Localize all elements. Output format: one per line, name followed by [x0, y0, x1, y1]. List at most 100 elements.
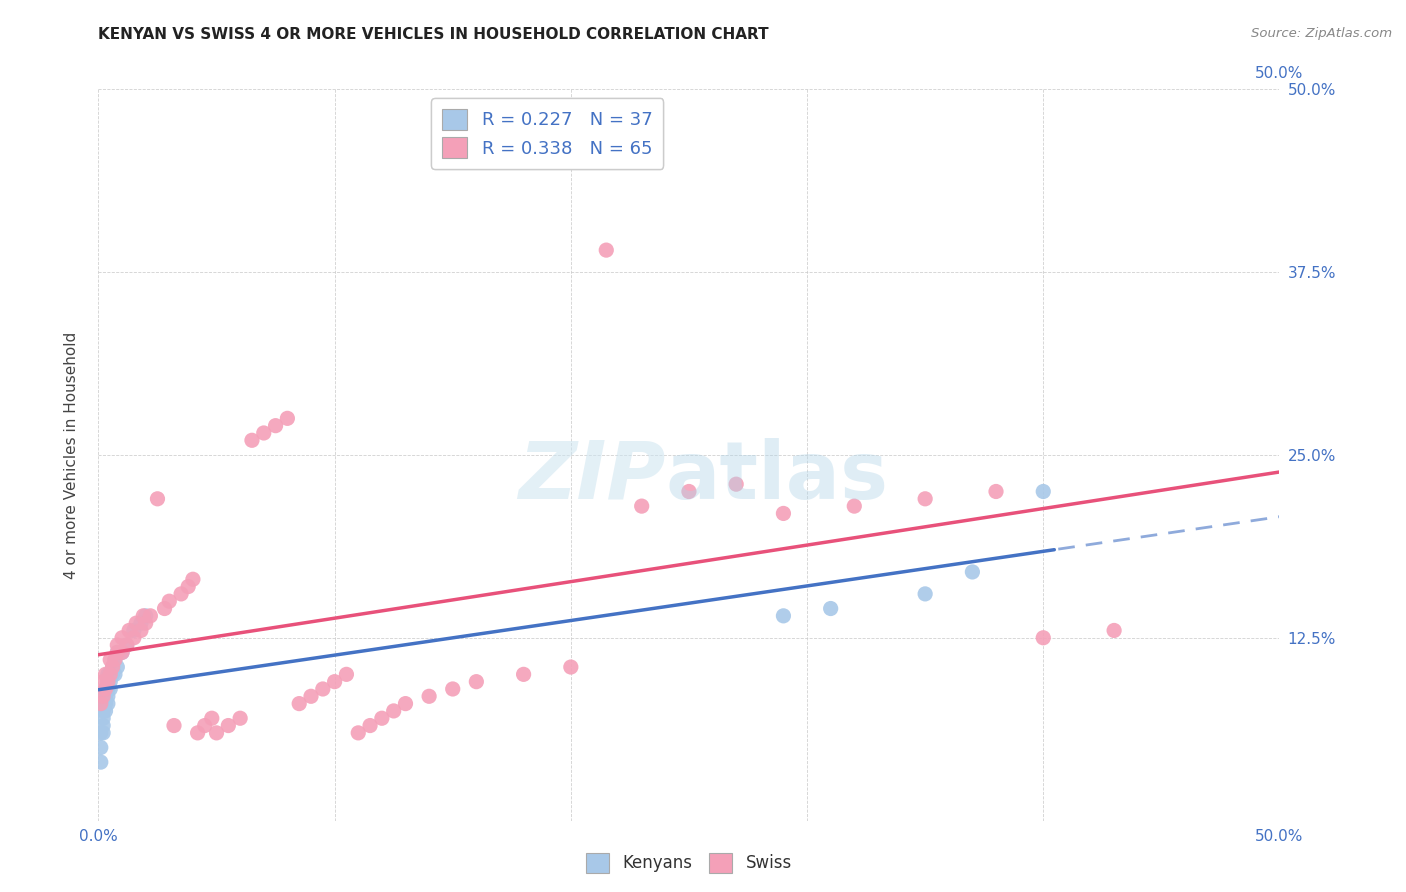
- Legend: R = 0.227   N = 37, R = 0.338   N = 65: R = 0.227 N = 37, R = 0.338 N = 65: [432, 98, 664, 169]
- Point: [359, 718, 381, 732]
- Text: ZIP: ZIP: [517, 438, 665, 516]
- Point: [187, 726, 209, 740]
- Point: [288, 697, 311, 711]
- Point: [101, 660, 124, 674]
- Point: [122, 631, 145, 645]
- Point: [91, 674, 114, 689]
- Point: [111, 645, 134, 659]
- Text: atlas: atlas: [665, 438, 889, 516]
- Point: [91, 726, 114, 740]
- Point: [205, 726, 228, 740]
- Point: [91, 718, 114, 732]
- Point: [276, 411, 298, 425]
- Point: [104, 653, 127, 667]
- Point: [217, 718, 239, 732]
- Point: [264, 418, 287, 433]
- Point: [122, 624, 145, 638]
- Point: [312, 681, 335, 696]
- Point: [139, 608, 162, 623]
- Point: [725, 477, 748, 491]
- Point: [90, 697, 112, 711]
- Point: [299, 690, 322, 704]
- Text: KENYAN VS SWISS 4 OR MORE VEHICLES IN HOUSEHOLD CORRELATION CHART: KENYAN VS SWISS 4 OR MORE VEHICLES IN HO…: [98, 27, 769, 42]
- Point: [91, 697, 114, 711]
- Point: [101, 667, 124, 681]
- Point: [163, 718, 186, 732]
- Point: [129, 624, 152, 638]
- Point: [512, 667, 534, 681]
- Point: [98, 681, 121, 696]
- Point: [135, 616, 157, 631]
- Point: [153, 601, 176, 615]
- Point: [914, 587, 936, 601]
- Point: [105, 645, 128, 659]
- Point: [1032, 484, 1054, 499]
- Point: [844, 499, 866, 513]
- Point: [135, 608, 157, 623]
- Point: [104, 667, 127, 681]
- Point: [394, 697, 416, 711]
- Point: [129, 616, 152, 631]
- Point: [630, 499, 652, 513]
- Point: [94, 681, 117, 696]
- Point: [170, 587, 193, 601]
- Point: [323, 674, 346, 689]
- Point: [97, 674, 120, 689]
- Point: [177, 580, 200, 594]
- Point: [229, 711, 252, 725]
- Point: [101, 660, 124, 674]
- Point: [90, 726, 112, 740]
- Point: [105, 638, 128, 652]
- Point: [418, 690, 440, 704]
- Point: [105, 645, 128, 659]
- Point: [97, 697, 120, 711]
- Point: [595, 243, 617, 257]
- Point: [97, 674, 120, 689]
- Point: [90, 740, 112, 755]
- Point: [489, 155, 512, 169]
- Point: [98, 674, 121, 689]
- Point: [104, 653, 127, 667]
- Point: [94, 667, 117, 681]
- Point: [90, 755, 112, 769]
- Point: [94, 697, 117, 711]
- Y-axis label: 4 or more Vehicles in Household: 4 or more Vehicles in Household: [65, 331, 79, 579]
- Point: [94, 704, 117, 718]
- Point: [772, 608, 794, 623]
- Point: [98, 667, 121, 681]
- Point: [97, 690, 120, 704]
- Point: [91, 711, 114, 725]
- Point: [132, 608, 155, 623]
- Point: [441, 681, 464, 696]
- Point: [157, 594, 180, 608]
- Point: [181, 572, 204, 586]
- Point: [335, 667, 357, 681]
- Point: [111, 645, 134, 659]
- Point: [371, 711, 394, 725]
- Point: [1032, 631, 1054, 645]
- Point: [1102, 624, 1125, 638]
- Point: [382, 704, 405, 718]
- Point: [105, 660, 128, 674]
- Point: [111, 631, 134, 645]
- Point: [146, 491, 169, 506]
- Text: Source: ZipAtlas.com: Source: ZipAtlas.com: [1251, 27, 1392, 40]
- Point: [98, 653, 121, 667]
- Point: [678, 484, 700, 499]
- Point: [115, 638, 138, 652]
- Point: [125, 616, 148, 631]
- Point: [820, 601, 842, 615]
- Point: [91, 690, 114, 704]
- Point: [91, 704, 114, 718]
- Point: [94, 681, 117, 696]
- Point: [91, 690, 114, 704]
- Point: [201, 711, 224, 725]
- Point: [94, 690, 117, 704]
- Legend: Kenyans, Swiss: Kenyans, Swiss: [579, 847, 799, 880]
- Point: [772, 507, 794, 521]
- Point: [253, 425, 276, 440]
- Point: [118, 624, 141, 638]
- Point: [97, 667, 120, 681]
- Point: [194, 718, 217, 732]
- Point: [560, 660, 582, 674]
